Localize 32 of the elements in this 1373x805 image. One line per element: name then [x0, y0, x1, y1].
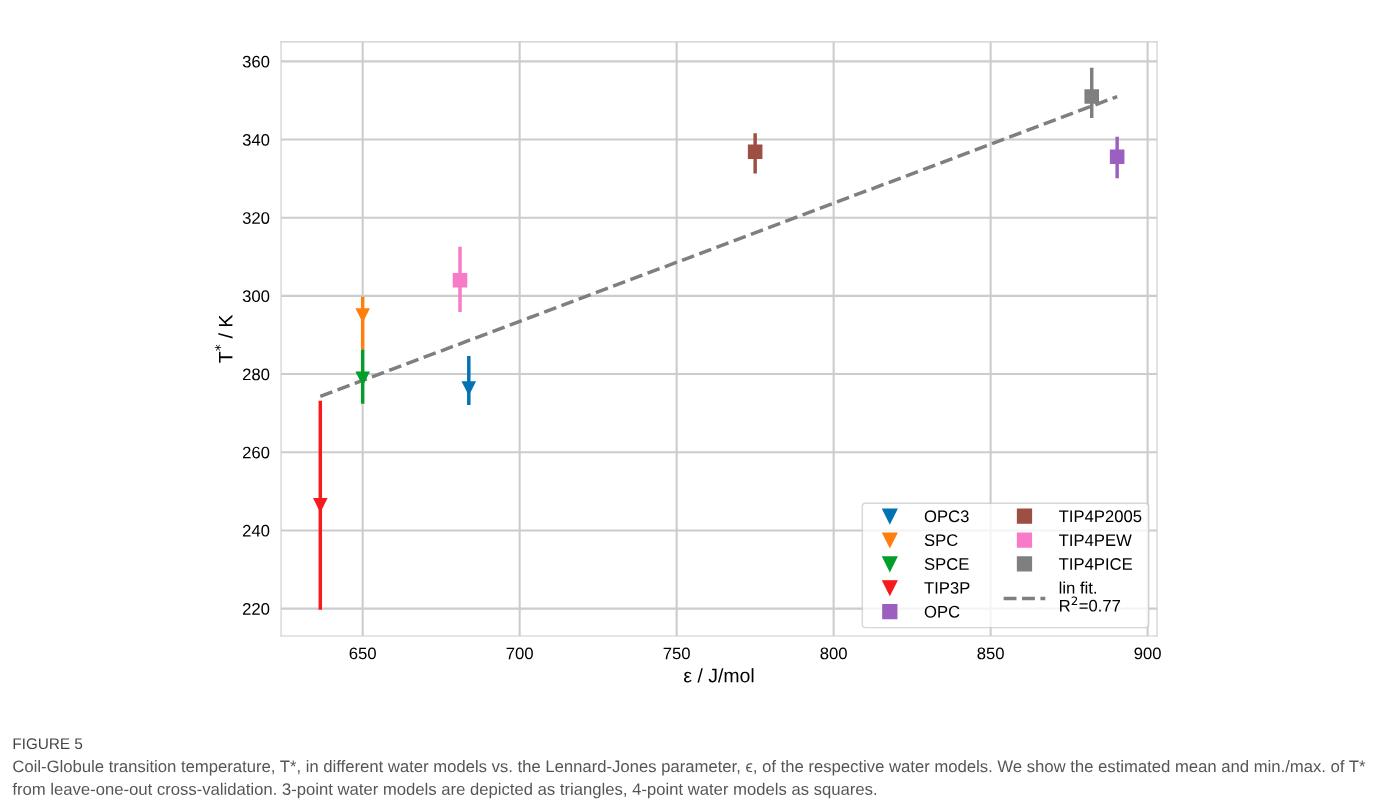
legend-label: SPC: [924, 534, 958, 547]
legend-label: TIP4P2005: [1059, 510, 1142, 523]
point: [461, 381, 477, 396]
point: [1109, 149, 1125, 165]
text: Coil-Globule transition temperature, T*, in different water models vs. the Lennard-Jones parameter, ϵ, of the respective water models. We show the estimated mean and min./max. of T* from leave-one-out cross-validation. 3-point water models are depicted as triangles, 4-point water models as squares.: [12, 760, 1366, 799]
y-tick-label: 320: [242, 212, 270, 224]
x-tick-label: 800: [820, 647, 847, 660]
legend-label: TIP4PICE: [1059, 558, 1133, 570]
y-axis-title: T$^{*}$ / K: [214, 314, 233, 363]
x-tick-label: 850: [977, 647, 1004, 660]
y-tick-label: 260: [242, 446, 270, 459]
y-tick-label: 340: [242, 133, 270, 146]
y-tick-label: 220: [242, 602, 270, 615]
x-tick-label: 650: [349, 647, 376, 660]
point: [747, 144, 763, 159]
y-tick-label: 240: [242, 524, 270, 537]
point: [1084, 89, 1099, 104]
legend-label: OPC: [924, 605, 960, 618]
legend-label: SPCE: [924, 558, 969, 570]
point: [452, 272, 468, 288]
x-tick-label: 900: [1134, 647, 1161, 660]
legend-label: OPC3: [924, 510, 969, 523]
x-tick-label: 700: [506, 647, 533, 660]
y-tick-label: 360: [242, 55, 270, 68]
x-axis-title: ε / J/mol: [684, 668, 754, 683]
x-tick-label: 750: [663, 647, 690, 660]
y-tick-label: 300: [242, 290, 270, 303]
legend-label: TIP4PEW: [1059, 534, 1132, 546]
y-tick-label: 280: [242, 368, 270, 381]
legend-label: lin fit. R$^{2}$=0.77: [1059, 581, 1121, 612]
legend-label: TIP3P: [924, 581, 970, 594]
caption: FIGURE 5: [13, 738, 83, 750]
